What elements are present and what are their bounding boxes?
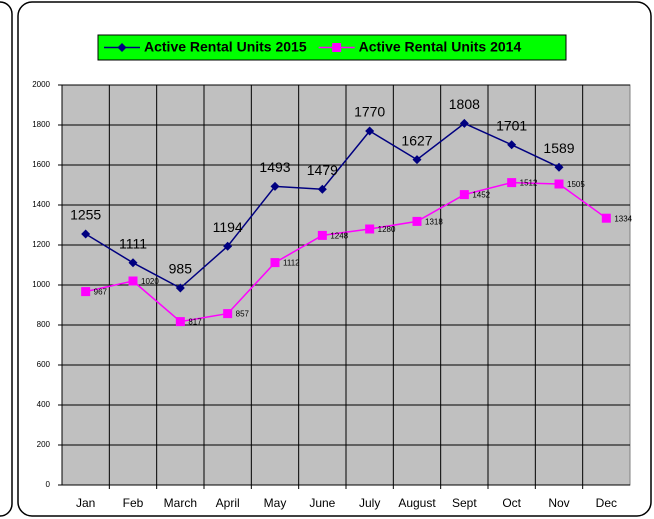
x-tick-label: Feb: [123, 496, 144, 510]
data-point: [554, 179, 564, 189]
data-point: [81, 287, 91, 297]
side-panel: [0, 1, 13, 517]
x-tick-label: March: [164, 496, 197, 510]
x-tick-label: Jan: [76, 496, 95, 510]
legend-label: Active Rental Units 2015: [144, 39, 307, 55]
x-tick-label: July: [359, 496, 380, 510]
data-point: [317, 184, 327, 194]
data-point: [128, 258, 138, 268]
legend-label: Active Rental Units 2014: [359, 39, 522, 55]
data-label: 1248: [330, 232, 348, 241]
data-point: [117, 43, 127, 52]
data-label: 1479: [307, 162, 338, 178]
data-point: [332, 43, 342, 52]
y-tick-label: 400: [37, 400, 51, 409]
data-label: 1194: [213, 219, 243, 235]
data-label: 1512: [520, 179, 538, 188]
y-tick-label: 1000: [32, 280, 50, 289]
data-point: [459, 118, 469, 128]
y-tick-label: 1600: [32, 160, 50, 169]
data-point: [270, 181, 280, 191]
chart-panel: [17, 1, 652, 517]
data-point: [365, 126, 375, 136]
data-label: 1318: [425, 218, 443, 227]
data-point: [175, 317, 185, 327]
y-tick-label: 800: [37, 320, 51, 329]
data-label: 985: [169, 261, 193, 277]
data-point: [175, 283, 185, 293]
y-tick-label: 0: [46, 480, 51, 489]
data-point: [459, 190, 469, 200]
data-label: 1112: [283, 259, 300, 268]
data-label: 1255: [70, 207, 101, 223]
data-label: 817: [188, 318, 202, 327]
data-point: [223, 309, 233, 319]
data-label: 967: [94, 288, 108, 297]
x-tick-label: August: [398, 496, 436, 510]
data-label: 1452: [472, 191, 490, 200]
data-label: 1505: [567, 180, 585, 189]
x-tick-label: May: [264, 496, 287, 510]
y-tick-label: 600: [37, 360, 51, 369]
data-label: 1770: [354, 104, 385, 120]
data-label: 1808: [449, 96, 480, 112]
data-point: [365, 224, 375, 234]
x-tick-label: Nov: [548, 496, 569, 510]
y-tick-label: 2000: [32, 80, 50, 89]
y-tick-label: 1400: [32, 200, 50, 209]
x-tick-label: June: [309, 496, 335, 510]
data-point: [270, 258, 280, 268]
series-line: [85, 181, 607, 323]
data-point: [317, 230, 327, 240]
data-label: 1701: [496, 118, 527, 134]
data-label: 1280: [378, 225, 396, 234]
data-label: 1111: [119, 236, 147, 252]
data-label: 1589: [543, 140, 574, 156]
x-tick-label: Sept: [452, 496, 477, 510]
y-tick-label: 1800: [32, 120, 50, 129]
y-tick-label: 1200: [32, 240, 50, 249]
data-point: [601, 213, 611, 223]
x-tick-label: April: [216, 496, 240, 510]
data-label: 1334: [614, 214, 632, 223]
data-point: [412, 155, 422, 165]
x-tick-label: Dec: [596, 496, 617, 510]
data-point: [128, 276, 138, 286]
data-point: [507, 140, 517, 150]
data-label: 1493: [259, 159, 290, 175]
data-label: 1627: [401, 132, 432, 148]
data-label: 1020: [141, 277, 159, 286]
data-label: 857: [236, 310, 250, 319]
y-tick-label: 200: [37, 440, 51, 449]
data-point: [412, 216, 422, 226]
data-point: [507, 178, 517, 188]
data-point: [81, 229, 91, 239]
data-point: [223, 241, 233, 251]
data-point: [554, 162, 564, 172]
x-tick-label: Oct: [502, 496, 521, 510]
